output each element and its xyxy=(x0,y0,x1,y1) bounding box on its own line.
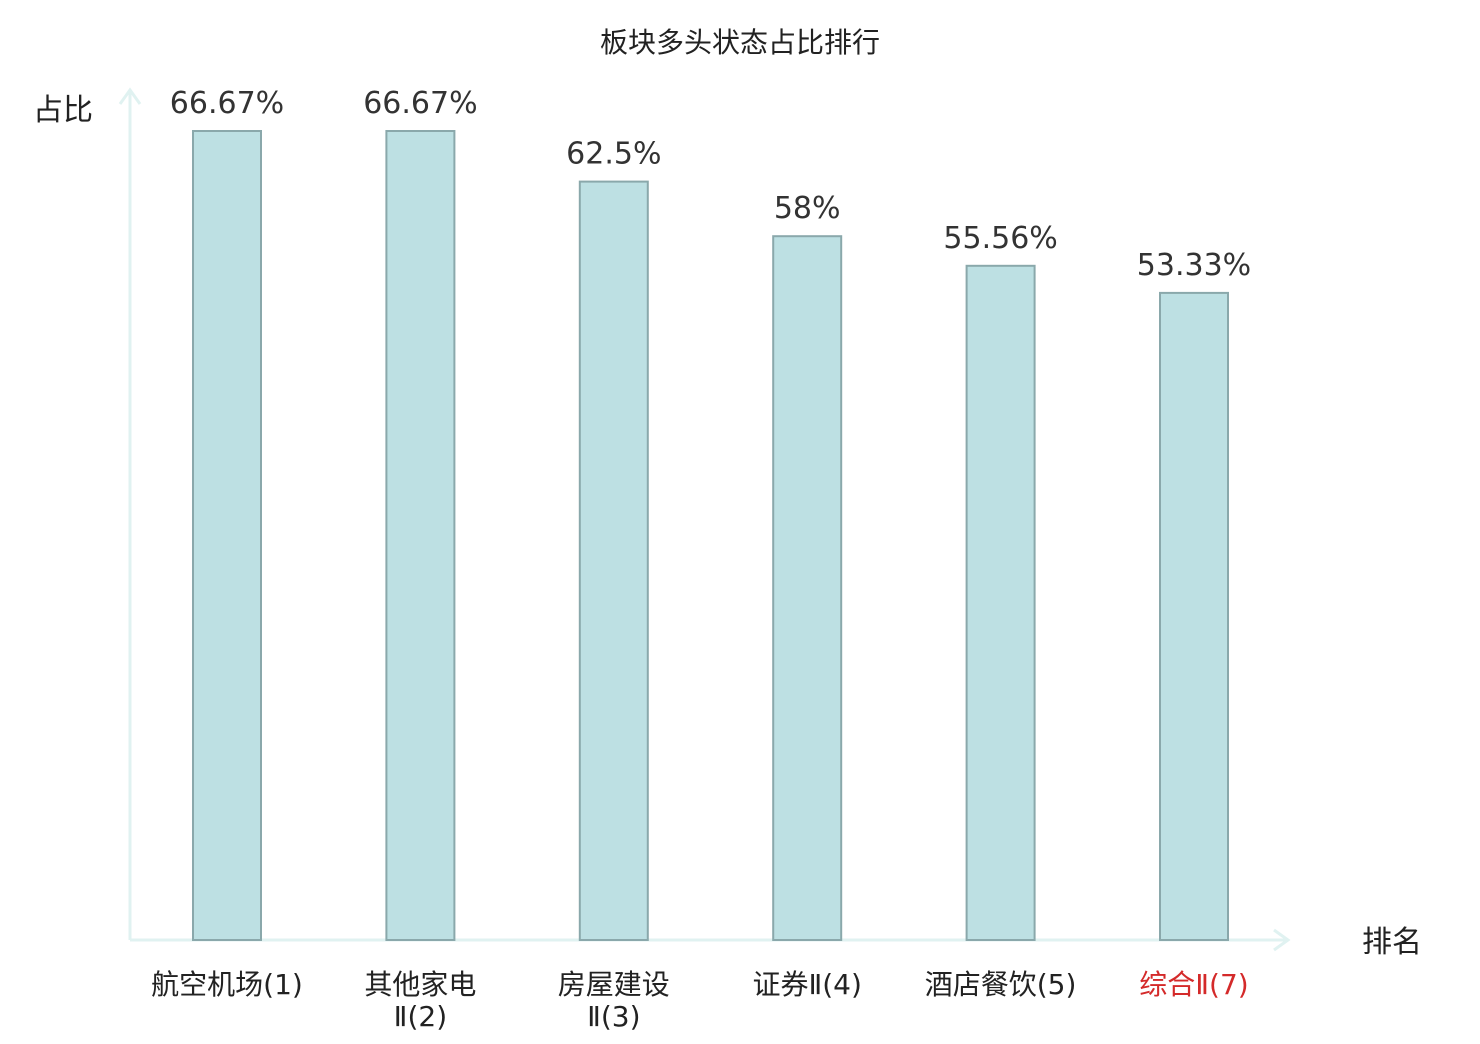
value-label-6: 53.33% xyxy=(1137,248,1251,283)
category-label-2-line-2: Ⅱ(2) xyxy=(394,1000,447,1033)
bar-2 xyxy=(385,130,456,941)
chart-title: 板块多头状态占比排行 xyxy=(600,26,880,59)
bar-5 xyxy=(965,264,1036,941)
category-label-2-line-1: 其他家电 xyxy=(364,968,476,1001)
bar-4 xyxy=(772,235,843,941)
category-label-1: 航空机场(1) xyxy=(151,968,303,1001)
bar-6 xyxy=(1159,291,1229,941)
category-label-3-line-2: Ⅱ(3) xyxy=(587,1000,640,1033)
category-label-5: 酒店餐饮(5) xyxy=(925,968,1077,1001)
bar-1 xyxy=(192,130,262,941)
y-axis-label: 占比 xyxy=(33,93,93,128)
axes xyxy=(118,87,1291,952)
value-label-3: 62.5% xyxy=(566,137,661,172)
value-label-2: 66.67% xyxy=(363,86,477,121)
value-label-5: 55.56% xyxy=(943,221,1057,256)
bars-group xyxy=(192,130,1229,942)
value-label-1: 66.67% xyxy=(170,86,284,121)
bar-3 xyxy=(578,180,649,942)
category-label-4: 证券Ⅱ(4) xyxy=(752,968,861,1001)
category-label-6: 综合Ⅱ(7) xyxy=(1139,968,1248,1001)
x-axis-label: 排名 xyxy=(1362,925,1422,960)
category-label-3-line-1: 房屋建设 xyxy=(558,968,670,1001)
y-axis-arrow xyxy=(118,87,142,105)
value-labels-group: 66.67% 66.67% 62.5% 58% 55.56% 53.33% xyxy=(170,86,1251,283)
value-label-4: 58% xyxy=(774,191,841,226)
x-axis-arrow xyxy=(1273,928,1291,952)
